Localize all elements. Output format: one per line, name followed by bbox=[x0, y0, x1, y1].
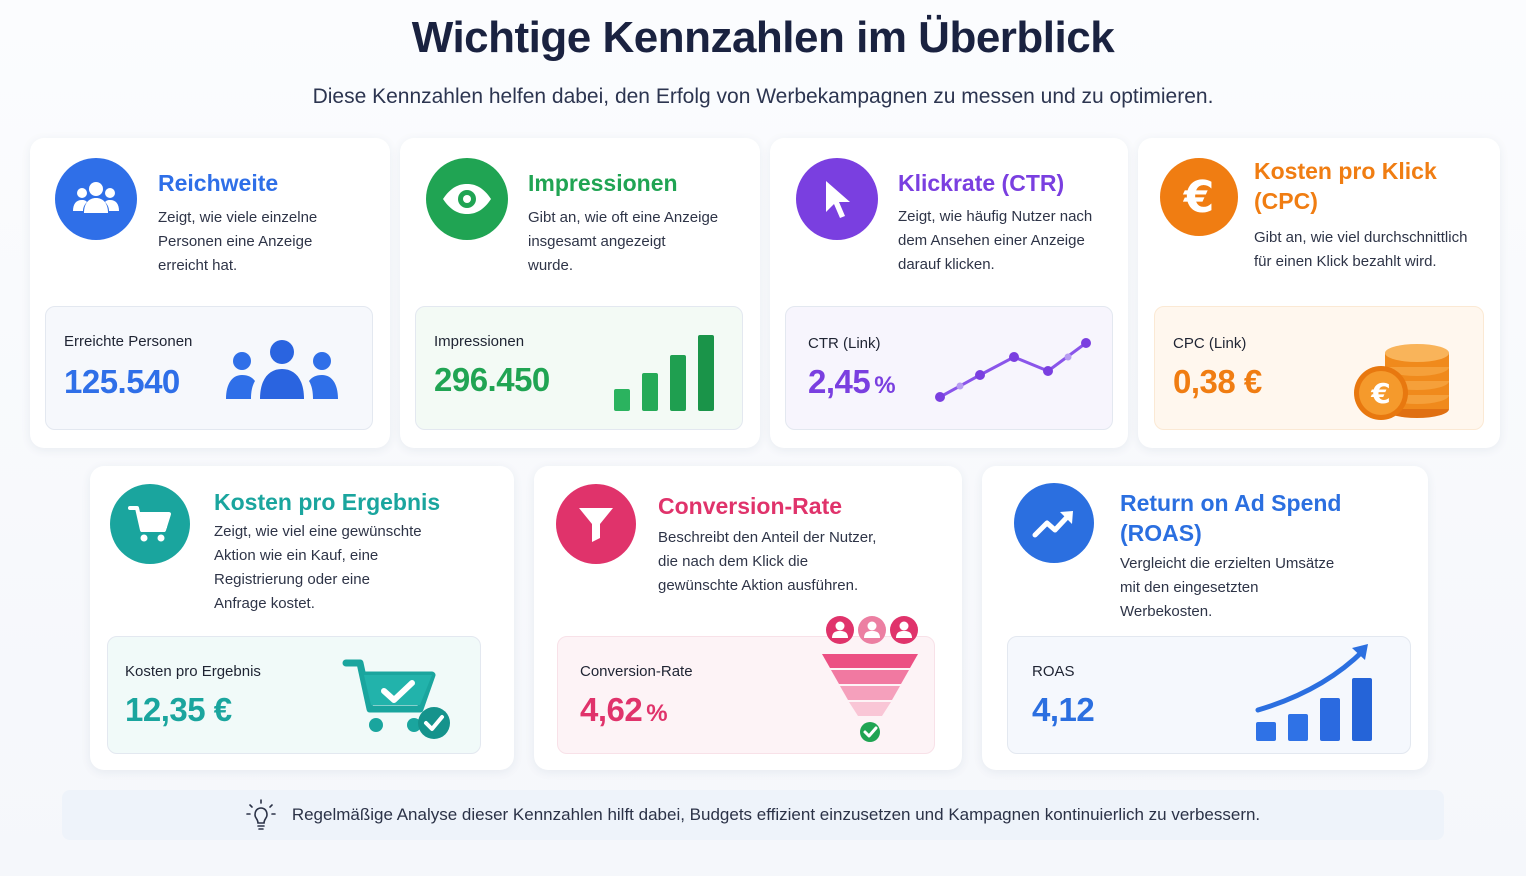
title-line: (ROAS) bbox=[1120, 520, 1202, 546]
metric-label: Erreichte Personen bbox=[64, 333, 193, 350]
svg-text:€: € bbox=[1370, 377, 1390, 410]
card-title: Return on Ad Spend (ROAS) bbox=[1120, 488, 1341, 548]
desc-line: Zeigt, wie häufig Nutzer nach bbox=[898, 208, 1093, 225]
metric-box: CPC (Link) 0,38 € € bbox=[1154, 306, 1484, 430]
card-title: Impressionen bbox=[528, 170, 678, 196]
card-roas: Return on Ad Spend (ROAS) Vergleicht die… bbox=[982, 466, 1428, 770]
page-title: Wichtige Kennzahlen im Überblick bbox=[411, 13, 1115, 62]
growth-chart-icon bbox=[1255, 644, 1372, 741]
metric-box: Kosten pro Ergebnis 12,35 € bbox=[107, 636, 481, 754]
desc-line: Aktion wie ein Kauf, eine bbox=[214, 547, 379, 564]
title-line: (CPC) bbox=[1254, 188, 1318, 214]
metric-box: ROAS 4,12 bbox=[1007, 636, 1411, 754]
desc-line: Gibt an, wie viel durchschnittlich bbox=[1254, 229, 1468, 246]
coin-stack-icon: € bbox=[1354, 344, 1449, 420]
metric-number: 4,62 bbox=[580, 691, 643, 728]
eye-icon bbox=[426, 158, 508, 240]
desc-line: darauf klicken. bbox=[898, 256, 995, 273]
card-description: Zeigt, wie viel eine gewünschte Aktion w… bbox=[214, 520, 464, 616]
card-description: Gibt an, wie oft eine Anzeige insgesamt … bbox=[528, 206, 753, 278]
desc-line: wurde. bbox=[528, 257, 574, 274]
card-title: Reichweite bbox=[158, 170, 279, 196]
desc-line: für einen Klick bezahlt wird. bbox=[1254, 253, 1437, 270]
desc-line: Beschreibt den Anteil der Nutzer, bbox=[658, 529, 877, 546]
card-title: Kosten pro Ergebnis bbox=[214, 489, 441, 515]
conversion-funnel-icon bbox=[822, 616, 918, 742]
cursor-icon bbox=[796, 158, 878, 240]
footer-text: Regelmäßige Analyse dieser Kennzahlen hi… bbox=[291, 805, 1261, 824]
metric-value: 125.540 bbox=[64, 363, 180, 400]
title-line: Kosten pro Klick bbox=[1254, 158, 1437, 184]
card-description: Beschreibt den Anteil der Nutzer, die na… bbox=[658, 526, 918, 598]
cart-check-icon bbox=[342, 659, 450, 739]
page-subtitle: Diese Kennzahlen helfen dabei, den Erfol… bbox=[312, 85, 1214, 108]
desc-line: gewünschte Aktion ausführen. bbox=[658, 577, 859, 594]
metric-value: 296.450 bbox=[434, 361, 550, 398]
desc-line: Registrierung oder eine bbox=[214, 571, 370, 588]
lightbulb-icon bbox=[246, 799, 276, 830]
footer-tip: Regelmäßige Analyse dieser Kennzahlen hi… bbox=[62, 790, 1444, 840]
trend-up-icon bbox=[1014, 483, 1094, 563]
card-impressionen: Impressionen Gibt an, wie oft eine Anzei… bbox=[400, 138, 760, 448]
metric-number: 2,45 bbox=[808, 363, 871, 400]
desc-line: insgesamt angezeigt bbox=[528, 233, 666, 250]
metric-label: CPC (Link) bbox=[1173, 335, 1247, 352]
desc-line: Personen eine Anzeige bbox=[158, 233, 313, 250]
page-header: Wichtige Kennzahlen im Überblick Diese K… bbox=[0, 8, 1526, 110]
metric-box: Impressionen 296.450 bbox=[415, 306, 743, 430]
desc-line: Zeigt, wie viele einzelne bbox=[158, 209, 318, 226]
metric-value: 0,38 € bbox=[1173, 363, 1262, 400]
card-description: Gibt an, wie viel durchschnittlich für e… bbox=[1254, 226, 1494, 274]
metric-value: 4,62% bbox=[580, 691, 668, 729]
card-description: Zeigt, wie viele einzelne Personen eine … bbox=[158, 206, 378, 278]
card-title: Klickrate (CTR) bbox=[898, 170, 1065, 196]
people-icon bbox=[55, 158, 137, 240]
card-title: Conversion-Rate bbox=[658, 493, 843, 519]
desc-line: Vergleicht die erzielten Umsätze bbox=[1120, 555, 1335, 572]
metric-label: Impressionen bbox=[434, 333, 525, 350]
funnel-icon bbox=[556, 484, 636, 564]
desc-line: erreicht hat. bbox=[158, 257, 238, 274]
cart-icon bbox=[110, 484, 190, 564]
card-title: Kosten pro Klick (CPC) bbox=[1254, 156, 1437, 216]
desc-line: Anfrage kostet. bbox=[214, 595, 315, 612]
desc-line: Werbekosten. bbox=[1120, 603, 1213, 620]
metric-unit: % bbox=[646, 700, 668, 727]
line-trend-icon bbox=[935, 338, 1091, 402]
people-group-icon bbox=[226, 340, 338, 399]
metric-label: Conversion-Rate bbox=[580, 663, 693, 680]
card-klickrate: Klickrate (CTR) Zeigt, wie häufig Nutzer… bbox=[770, 138, 1128, 448]
metric-value: 2,45% bbox=[808, 363, 896, 401]
card-cpc: € Kosten pro Klick (CPC) Gibt an, wie vi… bbox=[1138, 138, 1500, 448]
desc-line: dem Ansehen einer Anzeige bbox=[898, 232, 1085, 249]
card-description: Zeigt, wie häufig Nutzer nach dem Ansehe… bbox=[898, 205, 1122, 277]
metric-label: Kosten pro Ergebnis bbox=[125, 663, 261, 680]
metric-value: 4,12 bbox=[1032, 691, 1095, 728]
metric-label: ROAS bbox=[1032, 663, 1075, 680]
card-description: Vergleicht die erzielten Umsätze mit den… bbox=[1120, 552, 1370, 624]
desc-line: Gibt an, wie oft eine Anzeige bbox=[528, 209, 719, 226]
metric-value: 12,35 € bbox=[125, 691, 232, 728]
desc-line: mit den eingesetzten bbox=[1120, 579, 1259, 596]
metric-box: CTR (Link) 2,45% bbox=[785, 306, 1113, 430]
card-reichweite: Reichweite Zeigt, wie viele einzelne Per… bbox=[30, 138, 390, 448]
bar-chart-icon bbox=[614, 335, 714, 411]
desc-line: Zeigt, wie viel eine gewünschte bbox=[214, 523, 422, 540]
card-conversion-rate: Conversion-Rate Beschreibt den Anteil de… bbox=[534, 466, 962, 770]
card-kosten-pro-ergebnis: Kosten pro Ergebnis Zeigt, wie viel eine… bbox=[90, 466, 514, 770]
metric-label: CTR (Link) bbox=[808, 335, 881, 352]
metric-unit: % bbox=[874, 372, 896, 399]
euro-icon: € bbox=[1160, 158, 1238, 236]
metric-box: Erreichte Personen 125.540 bbox=[45, 306, 373, 430]
desc-line: die nach dem Klick die bbox=[658, 553, 809, 570]
title-line: Return on Ad Spend bbox=[1120, 490, 1342, 516]
